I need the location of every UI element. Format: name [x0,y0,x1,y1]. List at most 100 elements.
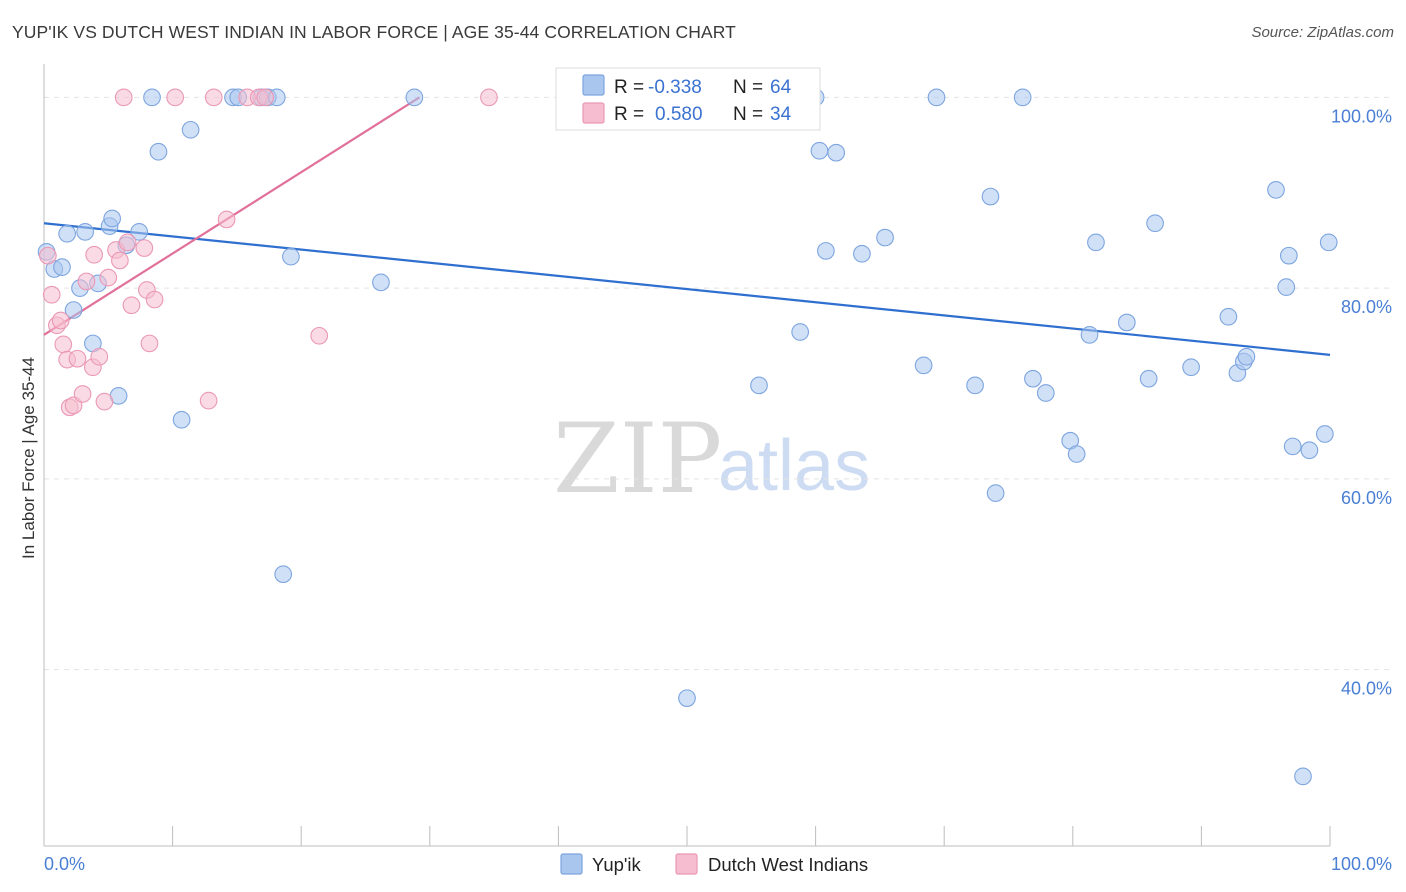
yupik-point [172,410,191,429]
yupik-point [1080,325,1099,344]
y-tick-label: 40.0% [1341,679,1392,699]
legend-label-yupik: Yup'ik [592,854,642,875]
stats-n-label-yupik: N = [733,77,763,98]
yupik-point [58,224,76,243]
yupik-point [1279,246,1298,265]
y-tick-label: 100.0% [1331,106,1392,126]
watermark: ZIP atlas [553,403,870,515]
dutch-west-indians-point [199,391,218,410]
yupik-point [274,565,293,584]
dutch-west-indians-point [39,246,57,265]
dutch-west-indians-point [114,88,133,107]
yupik-point [810,141,829,160]
yupik-point [817,242,835,260]
dutch-west-indians-point [73,385,92,403]
stats-n-value-yupik: 64 [770,77,792,98]
stats-r-label-yupik: R = [614,77,644,98]
yupik-point [1319,233,1338,252]
yupik-point [103,209,122,228]
chart-title: YUP'IK VS DUTCH WEST INDIAN IN LABOR FOR… [12,22,736,42]
yupik-point [149,142,168,161]
dutch-west-indians-point [95,392,114,411]
x-tick-label: 0.0% [44,854,85,874]
stats-r-value-dutch-west-indians: 0.580 [655,104,703,125]
watermark-atlas: atlas [718,426,870,506]
dutch-west-indians-point [111,251,129,270]
yupik-point [981,187,1000,206]
y-axis-label: In Labor Force | Age 35-44 [19,357,38,559]
yupik-point [966,376,984,395]
yupik-point [1277,278,1296,297]
axes [43,64,1331,847]
yupik-point [1219,307,1238,326]
stats-n-value-dutch-west-indians: 34 [770,104,792,125]
yupik-point [791,323,810,341]
dutch-west-indians-point [77,272,96,291]
yupik-point [1267,181,1285,199]
yupik-point [1139,369,1158,388]
stats-legend: R = -0.338 N = 64 R = 0.580 N = 34 [555,67,821,131]
yupik-point [1117,313,1136,332]
watermark-zip: ZIP [553,403,722,515]
dutch-west-indians-point [310,326,329,345]
dutch-west-indians-point [166,88,185,107]
dutch-west-indians-point [217,210,236,229]
series-legend: Yup'ik Dutch West Indians [560,853,868,875]
yupik-point [876,228,894,247]
stats-r-label-dutch-west-indians: R = [614,104,644,125]
yupik-point [1067,445,1086,463]
dutch-west-indians-point [145,290,164,309]
yupik-point [1316,425,1334,443]
legend-swatch-dutch-west-indians [675,853,698,875]
yupik-trend-line [43,222,1331,356]
gridlines [44,96,1392,671]
x-tick-label: 100.0% [1331,854,1392,874]
yupik-point [405,88,424,107]
yupik-point [986,484,1005,502]
yupik-point [372,273,390,292]
legend-swatch-yupik [560,853,583,875]
legend-label-dutch-west-indians: Dutch West Indians [708,854,868,875]
dutch-west-indians-point [118,233,137,252]
dutch-west-indians-point [99,268,118,287]
dutch-west-indians-point [256,88,275,107]
yupik-point [76,222,95,241]
yupik-point [853,244,871,263]
stats-n-label-dutch-west-indians: N = [733,104,763,125]
yupik-point [1036,384,1055,402]
yupik-point [64,301,83,319]
stats-swatch-yupik [582,74,605,96]
tick-labels: 100.0% 80.0% 60.0% 40.0% 0.0% 100.0% [44,106,1392,874]
dutch-west-indians-point [85,245,104,264]
yupik-point [1283,437,1302,456]
yupik-point [130,222,149,241]
yupik-point [827,143,846,162]
yupik-point [1300,441,1319,460]
yupik-point [927,88,946,107]
yupik-point [678,689,696,708]
yupik-point [1013,88,1032,107]
yupik-point [1146,214,1164,233]
dutch-west-indians-point [135,239,154,257]
yupik-point [143,88,161,107]
yupik-point [914,356,933,375]
yupik-point [1237,347,1256,366]
dutch-west-indians-point [90,347,109,366]
y-tick-label: 60.0% [1341,488,1392,508]
yupik-point [181,120,200,139]
trend-lines [43,96,1331,356]
yupik-point [1182,358,1200,377]
dutch-west-indians-point [204,88,223,107]
dutch-west-indians-point [480,88,498,107]
chart-source: Source: ZipAtlas.com [1251,24,1394,41]
dutch-west-indians-point [140,334,159,353]
y-tick-label: 80.0% [1341,297,1392,317]
yupik-point [1087,233,1105,252]
dutch-west-indians-point [42,285,61,304]
data-points [37,88,1338,786]
stats-swatch-dutch-west-indians [582,102,605,124]
stats-r-value-yupik: -0.338 [648,77,702,98]
yupik-point [1024,369,1042,388]
yupik-point [282,247,300,266]
